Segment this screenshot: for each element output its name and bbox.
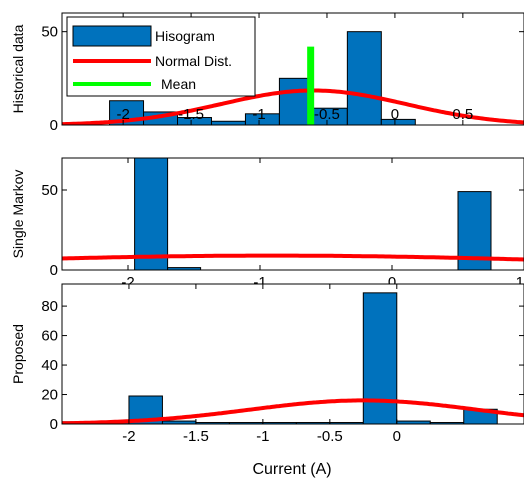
normal-dist-line: [62, 88, 524, 125]
y-tick-label: 50: [41, 24, 58, 41]
y-axis-label: Single Markov: [10, 170, 26, 259]
axes-frame: [61, 12, 524, 126]
legend-label: Normal Dist.: [155, 53, 232, 69]
x-tick-label: -1.5: [183, 428, 209, 445]
plot-area: [62, 158, 524, 270]
histogram-bar: [362, 292, 398, 424]
histogram-bar: [167, 267, 202, 270]
y-axis-label: Historical data: [10, 24, 26, 113]
x-tick-label: 0: [393, 428, 401, 445]
x-tick-label: -2: [122, 428, 135, 445]
y-tick-label: 0: [50, 262, 58, 279]
y-tick-label: 20: [41, 387, 58, 404]
y-tick-label: 0: [50, 416, 58, 433]
x-tick-label: -0.5: [314, 106, 340, 123]
legend-label: Mean: [161, 76, 196, 92]
y-tick-label: 50: [41, 182, 58, 199]
x-tick-label: -0.5: [317, 428, 343, 445]
y-tick-label: 0: [50, 117, 58, 134]
x-tick-label: 0: [391, 106, 399, 123]
x-tick-label: -1: [252, 106, 265, 123]
x-tick-label: 0.5: [452, 106, 473, 123]
histogram-bar: [346, 31, 382, 125]
x-tick-label: 1: [516, 274, 524, 291]
x-tick-label: -1.5: [178, 106, 204, 123]
y-tick-label: 80: [41, 298, 58, 315]
legend: Hisogram Normal Dist. Mean: [66, 16, 256, 97]
histogram-bar: [210, 120, 246, 125]
normal-dist-line: [62, 253, 524, 262]
subplot-historical: -2 -1.5 -1 -0.5 0 0.5 0 50 Historical data Hisogr…: [10, 12, 524, 134]
subplot-proposed: -2 -1.5 -1 -0.5 0 0 20 40 60 80 Proposed Current (A…: [10, 283, 524, 478]
y-axis-label: Proposed: [10, 324, 26, 384]
axes-frame: [61, 157, 524, 271]
x-tick-label: -1: [256, 428, 269, 445]
y-tick-label: 40: [41, 357, 58, 374]
x-tick-label: -2: [116, 106, 129, 123]
axes-frame: [61, 283, 524, 425]
x-axis-label: Current (A): [252, 461, 331, 478]
normal-dist-line: [62, 398, 524, 424]
histogram-bar: [134, 158, 169, 270]
y-tick-label: 60: [41, 328, 58, 345]
x-tick-label: 0: [388, 274, 396, 291]
legend-swatch-bar: [72, 25, 152, 47]
histogram-bar: [380, 118, 416, 125]
legend-label: Hisogram: [155, 28, 215, 44]
